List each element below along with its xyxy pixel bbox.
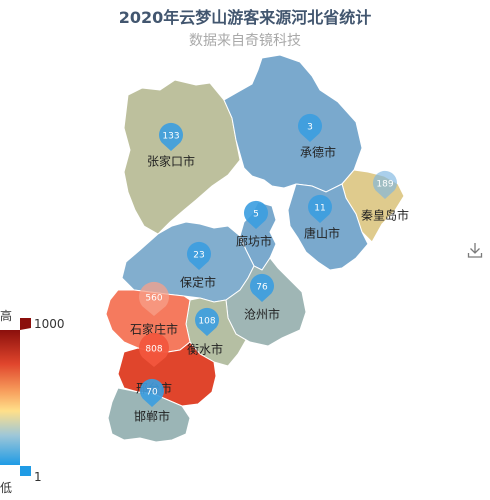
region-tangshan[interactable] xyxy=(287,183,369,271)
city-label: 衡水市 xyxy=(187,342,223,357)
pin-value: 133 xyxy=(162,132,179,142)
region-zhangjiakou[interactable] xyxy=(123,79,241,235)
download-icon[interactable] xyxy=(467,242,483,258)
city-label: 张家口市 xyxy=(147,154,195,169)
chart-title: 2020年云梦山游客来源河北省统计 xyxy=(118,8,372,27)
pin-value: 5 xyxy=(253,210,259,220)
visual-map-handle-bottom[interactable] xyxy=(20,466,31,476)
map-pin[interactable]: 76 xyxy=(249,273,274,302)
visual-map-high-label: 高 xyxy=(0,309,13,323)
map-pin[interactable]: 189 xyxy=(373,170,397,199)
pin-value: 23 xyxy=(193,251,204,261)
pin-value: 108 xyxy=(198,317,215,327)
chart-subtitle: 数据来自奇镜科技 xyxy=(189,33,301,49)
pin-value: 189 xyxy=(376,180,393,190)
map-pin[interactable]: 70 xyxy=(140,378,164,407)
region-chengde[interactable] xyxy=(223,54,363,193)
map-pin[interactable]: 11 xyxy=(308,194,333,223)
city-label: 保定市 xyxy=(180,275,216,290)
map-pin[interactable]: 3 xyxy=(298,113,322,142)
city-label: 邯郸市 xyxy=(134,409,170,424)
city-label: 沧州市 xyxy=(244,307,280,322)
map-pin[interactable]: 108 xyxy=(194,307,219,336)
visual-map-min-value: 1 xyxy=(34,470,42,484)
visual-map-handle-top[interactable] xyxy=(20,318,31,330)
map-pin[interactable]: 23 xyxy=(187,241,211,270)
city-label: 唐山市 xyxy=(304,226,340,241)
city-label: 石家庄市 xyxy=(130,322,178,337)
city-label: 秦皇岛市 xyxy=(361,208,409,223)
pin-value: 76 xyxy=(256,283,268,293)
map-pin[interactable]: 133 xyxy=(159,122,183,151)
city-label: 承德市 xyxy=(300,145,336,160)
pin-value: 560 xyxy=(145,294,162,304)
pin-value: 70 xyxy=(146,388,158,398)
city-label: 廊坊市 xyxy=(236,234,272,249)
pin-value: 3 xyxy=(307,123,313,133)
map-pin[interactable]: 560 xyxy=(139,281,170,316)
pin-value: 808 xyxy=(145,345,162,355)
visual-map-bar[interactable] xyxy=(0,330,20,465)
visual-map xyxy=(0,318,31,476)
pin-value: 11 xyxy=(314,204,325,214)
map-pin[interactable]: 5 xyxy=(244,200,268,229)
visual-map-max-value: 1000 xyxy=(34,317,65,331)
map-pin[interactable]: 808 xyxy=(139,332,170,367)
visual-map-low-label: 低 xyxy=(0,481,13,495)
